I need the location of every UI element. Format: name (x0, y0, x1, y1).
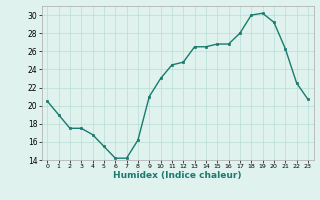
X-axis label: Humidex (Indice chaleur): Humidex (Indice chaleur) (113, 171, 242, 180)
